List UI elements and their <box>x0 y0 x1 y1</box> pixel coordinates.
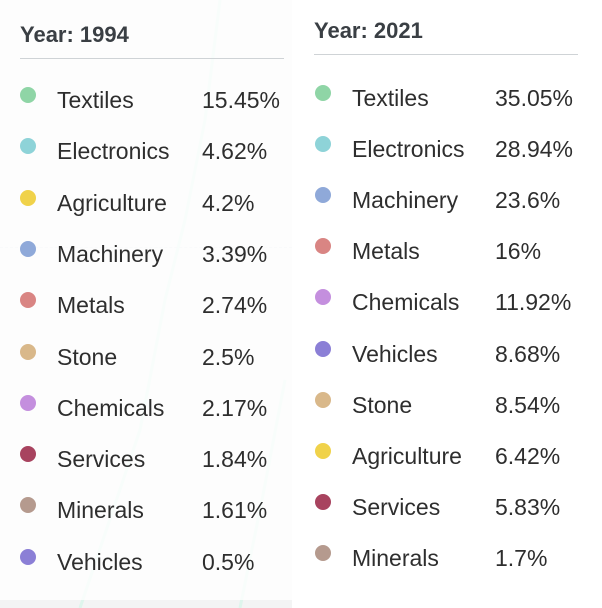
legend-color-dot <box>315 85 331 101</box>
legend-color-dot <box>315 187 331 204</box>
category-value: 2.74% <box>202 292 268 319</box>
legend-color-dot <box>20 548 36 565</box>
legend-row: Services 5.83% <box>292 493 602 523</box>
category-value: 1.61% <box>202 497 268 524</box>
category-label: Chemicals <box>57 394 165 421</box>
category-label: Services <box>57 446 146 473</box>
title-divider <box>314 54 578 55</box>
legend-row: Minerals 1.61% <box>0 496 292 526</box>
legend-row: Textiles 35.05% <box>292 84 602 114</box>
legend-color-dot <box>20 240 36 257</box>
legend-row: Metals 2.74% <box>0 291 292 321</box>
category-label: Metals <box>352 238 420 265</box>
legend-color-dot <box>315 238 331 255</box>
legend-row: Machinery 3.39% <box>0 240 292 270</box>
category-label: Minerals <box>352 544 439 571</box>
legend-row: Minerals 1.7% <box>292 544 602 574</box>
category-label: Stone <box>57 343 118 370</box>
legend-row: Agriculture 4.2% <box>0 189 292 219</box>
category-label: Agriculture <box>57 189 167 216</box>
legend-color-dot <box>20 189 36 206</box>
category-value: 2.17% <box>202 394 268 421</box>
legend-color-dot <box>315 442 331 459</box>
legend-color-dot <box>315 544 331 561</box>
category-label: Agriculture <box>352 442 462 469</box>
category-label: Vehicles <box>57 548 143 575</box>
category-value: 8.68% <box>495 340 561 367</box>
category-label: Vehicles <box>352 340 438 367</box>
category-label: Minerals <box>57 497 144 524</box>
legend-color-dot <box>20 138 36 155</box>
category-value: 6.42% <box>495 442 561 469</box>
legend-color-dot <box>315 289 331 306</box>
category-label: Textiles <box>57 87 134 113</box>
category-label: Metals <box>57 292 125 319</box>
category-value: 11.92% <box>495 289 572 316</box>
legend-panel-2021: Year: 2021 Textiles 35.05% Electronics 28.9… <box>292 0 602 608</box>
category-label: Machinery <box>352 187 459 214</box>
legend-row: Stone 8.54% <box>292 391 602 421</box>
legend-row: Textiles 15.45% <box>0 86 292 116</box>
category-label: Stone <box>352 391 413 418</box>
category-value: 5.83% <box>495 493 561 520</box>
legend-color-dot <box>20 87 36 103</box>
category-value: 35.05% <box>495 85 574 111</box>
legend-row: Electronics 4.62% <box>0 137 292 167</box>
legend-color-dot <box>315 136 331 153</box>
category-label: Services <box>352 493 441 520</box>
category-label: Electronics <box>57 138 170 165</box>
category-label: Textiles <box>352 85 429 111</box>
panel-title-1994: Year: 1994 <box>20 22 129 47</box>
category-value: 1.7% <box>495 544 548 571</box>
title-divider <box>20 58 284 59</box>
legend-color-dot <box>315 340 331 357</box>
legend-row: Services 1.84% <box>0 445 292 475</box>
legend-color-dot <box>20 292 36 309</box>
category-value: 28.94% <box>495 136 574 163</box>
legend-row: Agriculture 6.42% <box>292 442 602 472</box>
legend-row: Vehicles 0.5% <box>0 548 292 578</box>
category-value: 4.62% <box>202 138 268 165</box>
category-value: 1.84% <box>202 446 268 473</box>
legend-panel-1994: Year: 1994 Textiles 15.45% Electronics 4.62… <box>0 0 292 600</box>
legend-color-dot <box>20 343 36 360</box>
legend-row: Metals 16% <box>292 237 602 267</box>
legend-row: Chemicals 11.92% <box>292 288 602 318</box>
legend-color-dot <box>315 391 331 408</box>
category-value: 23.6% <box>495 187 561 214</box>
legend-color-dot <box>315 493 331 510</box>
category-value: 2.5% <box>202 343 255 370</box>
legend-row: Electronics 28.94% <box>292 135 602 165</box>
legend-row: Chemicals 2.17% <box>0 394 292 424</box>
category-value: 0.5% <box>202 548 255 575</box>
legend-row: Machinery 23.6% <box>292 186 602 216</box>
legend-row: Stone 2.5% <box>0 343 292 373</box>
category-value: 16% <box>495 238 542 265</box>
category-value: 15.45% <box>202 87 281 113</box>
legend-color-dot <box>20 497 36 514</box>
legend-row: Vehicles 8.68% <box>292 340 602 370</box>
category-label: Machinery <box>57 240 164 267</box>
category-label: Electronics <box>352 136 465 163</box>
category-value: 8.54% <box>495 391 561 418</box>
category-label: Chemicals <box>352 289 460 316</box>
legend-color-dot <box>20 394 36 411</box>
panel-title-2021: Year: 2021 <box>314 18 423 43</box>
category-value: 3.39% <box>202 240 268 267</box>
category-value: 4.2% <box>202 189 255 216</box>
legend-color-dot <box>20 446 36 463</box>
